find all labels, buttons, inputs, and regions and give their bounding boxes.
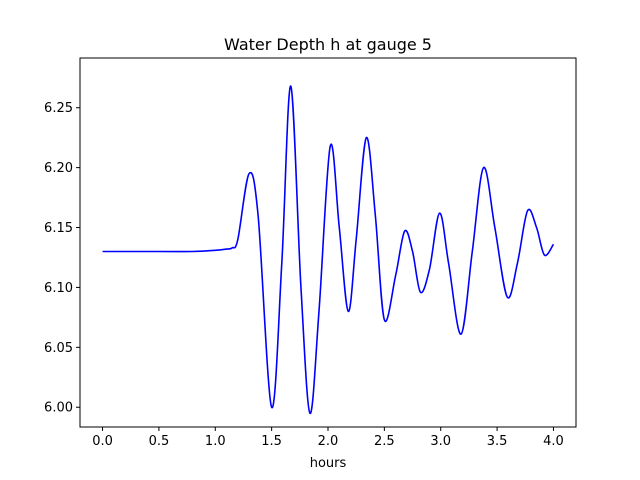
x-tick-label: 2.5	[374, 434, 395, 449]
y-tick-label: 6.00	[44, 401, 73, 416]
x-tick-label: 2.0	[318, 434, 339, 449]
series-layer	[102, 85, 555, 415]
chart-title: Water Depth h at gauge 5	[224, 35, 432, 54]
x-tick-label: 3.0	[430, 434, 451, 449]
x-axis-ticks: 0.0 0.5 1.0 1.5 2.0 2.5 3.0 3.5 4.0	[92, 427, 564, 449]
y-tick-label: 6.10	[44, 281, 73, 296]
y-axis-ticks: 6.00 6.05 6.10 6.15 6.20 6.25	[44, 101, 80, 416]
x-tick-label: 3.5	[487, 434, 508, 449]
x-tick-label: 4.0	[543, 434, 564, 449]
y-tick-label: 6.25	[44, 101, 73, 116]
y-tick-label: 6.15	[44, 221, 73, 236]
x-tick-label: 1.5	[261, 434, 282, 449]
series-line-0	[102, 85, 555, 415]
x-axis-label: hours	[310, 456, 347, 471]
x-tick-label: 0.0	[92, 434, 113, 449]
y-tick-label: 6.20	[44, 161, 73, 176]
x-tick-label: 0.5	[149, 434, 170, 449]
y-tick-label: 6.05	[44, 341, 73, 356]
x-tick-label: 1.0	[205, 434, 226, 449]
